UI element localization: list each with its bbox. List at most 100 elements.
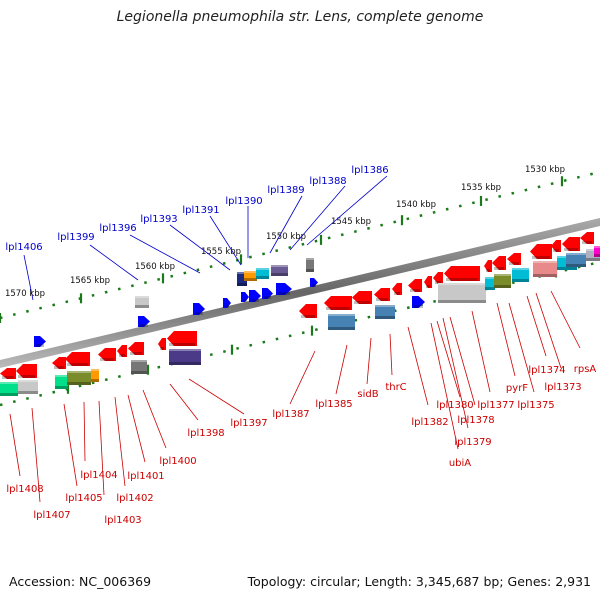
feature-block [566, 253, 586, 267]
top-gene-labels: lpl1386 lpl1388 lpl1389 lpl1390 lpl1391 lpl13… [5, 165, 388, 253]
gene-label-thrC: thrC [385, 382, 406, 393]
gene-label-lpl1401: lpl1401 [127, 471, 164, 482]
feature-block [533, 261, 557, 277]
accession-text: Accession: NC_006369 [9, 574, 152, 589]
gene-label-lpl1374: lpl1374 [528, 365, 565, 376]
reverse-gene [433, 272, 443, 284]
reverse-gene [117, 345, 127, 357]
gene-label-lpl1390: lpl1390 [225, 196, 262, 207]
gene-label-lpl1404: lpl1404 [80, 470, 117, 481]
feature-block [135, 296, 149, 308]
reverse-gene [444, 266, 480, 281]
ruler-labels: 1530 kbp 1535 kbp 1540 kbp 1545 kbp 1550 kbp… [5, 165, 565, 299]
ruler-label: 1555 kbp [201, 247, 241, 257]
ruler-label: 1565 kbp [70, 276, 110, 286]
feature-block [271, 265, 288, 276]
forward-gene [241, 292, 249, 302]
gene-label-lpl1406: lpl1406 [5, 242, 42, 253]
genome-backbone [0, 218, 600, 368]
reverse-gene [167, 331, 197, 346]
gene-label-lpl1379: lpl1379 [454, 437, 491, 448]
ruler-label: 1540 kbp [396, 200, 436, 210]
gene-label-lpl1389: lpl1389 [267, 185, 304, 196]
feature-block [485, 277, 495, 290]
feature-block [375, 305, 395, 319]
gene-label-lpl1388: lpl1388 [309, 176, 346, 187]
forward-gene [223, 298, 231, 308]
ruler-label: 1545 kbp [331, 217, 371, 227]
feature-block [438, 283, 486, 303]
forward-gene [412, 296, 425, 308]
gene-label-lpl1386: lpl1386 [351, 165, 388, 176]
gene-features [0, 232, 600, 396]
reverse-gene [52, 357, 66, 369]
gene-label-lpl1396: lpl1396 [99, 223, 136, 234]
gene-label-lpl1407: lpl1407 [33, 510, 70, 521]
gene-label-rpsA: rpsA [574, 364, 597, 375]
reverse-gene [530, 244, 552, 259]
reverse-gene [424, 276, 432, 288]
forward-gene [138, 316, 150, 327]
ruler-line-outer [0, 170, 600, 320]
gene-label-lpl1399: lpl1399 [57, 232, 94, 243]
gene-label-lpl1397: lpl1397 [230, 418, 267, 429]
gene-label-lpl1402: lpl1402 [116, 493, 153, 504]
forward-gene [262, 288, 273, 299]
feature-block [244, 271, 257, 281]
gene-label-lpl1375: lpl1375 [517, 400, 554, 411]
ruler-label: 1570 kbp [5, 289, 45, 299]
feature-block [594, 246, 600, 257]
feature-block [256, 268, 269, 279]
feature-block [306, 258, 314, 272]
feature-block [131, 360, 147, 374]
gene-label-lpl1377: lpl1377 [477, 400, 514, 411]
reverse-gene [128, 342, 144, 355]
bottom-gene-labels: rpsA lpl1373 lpl1374 lpl1375 pyrF lpl1377 lpl1… [6, 364, 596, 526]
reverse-gene [299, 304, 317, 318]
gene-label-lpl1405: lpl1405 [65, 493, 102, 504]
gene-label-lpl1393: lpl1393 [140, 214, 177, 225]
gene-label-ubiA: ubiA [449, 458, 471, 469]
feature-block [237, 272, 247, 286]
feature-block [0, 382, 18, 396]
gene-label-lpl1400: lpl1400 [159, 456, 196, 467]
gene-label-lpl1408: lpl1408 [6, 484, 43, 495]
gene-label-lpl1373: lpl1373 [544, 382, 581, 393]
forward-gene [249, 290, 261, 302]
gene-label-lpl1385: lpl1385 [315, 399, 352, 410]
gene-label-lpl1382: lpl1382 [411, 417, 448, 428]
feature-block [512, 268, 529, 282]
ruler-label: 1530 kbp [525, 165, 565, 175]
reverse-gene [492, 256, 506, 270]
gene-label-lpl1380: lpl1380 [436, 400, 473, 411]
gene-label-lpl1398: lpl1398 [187, 428, 224, 439]
ruler-label: 1550 kbp [266, 232, 306, 242]
reverse-gene [551, 240, 561, 252]
feature-block [169, 349, 201, 365]
forward-gene [193, 303, 205, 315]
forward-gene [310, 278, 318, 287]
gene-label-lpl1403: lpl1403 [104, 515, 141, 526]
feature-block [18, 380, 38, 394]
ruler-label: 1560 kbp [135, 262, 175, 272]
reverse-gene [507, 253, 521, 265]
reverse-gene [158, 338, 166, 350]
reverse-gene [408, 279, 422, 292]
reverse-gene [562, 237, 580, 251]
gene-label-lpl1387: lpl1387 [272, 409, 309, 420]
reverse-gene [484, 260, 492, 272]
feature-block [55, 375, 68, 389]
reverse-gene [374, 288, 390, 301]
gene-label-pyrF: pyrF [506, 383, 528, 394]
reverse-gene [324, 296, 352, 310]
reverse-gene [98, 348, 116, 361]
reverse-gene [16, 364, 37, 378]
forward-gene [34, 336, 46, 347]
reverse-gene [0, 368, 16, 379]
forward-gene [276, 283, 292, 295]
feature-block [67, 371, 91, 385]
reverse-gene [580, 232, 594, 244]
gene-label-lpl1378: lpl1378 [457, 415, 494, 426]
feature-block [91, 369, 99, 382]
